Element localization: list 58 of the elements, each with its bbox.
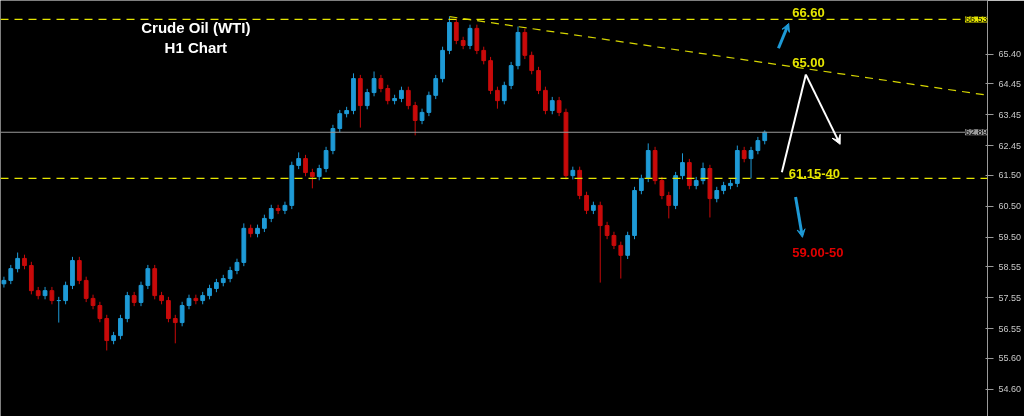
candlestick [467,24,473,50]
candlestick [275,204,281,215]
candlestick [337,109,343,133]
candlestick [405,86,411,110]
candlestick [474,24,480,55]
candlestick [453,18,459,45]
candlestick [124,291,130,323]
candlestick [618,241,624,280]
candlestick [118,314,123,340]
y-tick-label: 64.45 [998,78,1022,89]
candlestick [371,70,377,97]
annotation: 66.60 [792,5,825,21]
candlestick [529,51,535,75]
ref-line-label: 66.53 [964,14,988,25]
candlestick [536,66,541,95]
y-tick-label: 57.55 [998,292,1022,303]
y-tick-label: 56.55 [998,323,1022,334]
candlestick [433,74,439,100]
annotation: 59.00-50 [792,245,844,261]
y-tick-label: 54.60 [998,384,1022,395]
y-tick-label: 61.50 [998,170,1022,181]
candlestick [501,81,507,105]
candlestick [385,84,391,105]
ref-line-label: 62.89 [964,127,988,138]
candlestick [364,88,370,110]
candlestick [42,286,48,300]
candlestick [680,152,685,180]
y-tick-label: 62.45 [998,140,1022,151]
candlestick [597,201,603,284]
candlestick [584,191,589,215]
annotation: 61.15-40 [788,166,841,182]
candlestick [625,231,631,260]
candlestick [686,158,692,190]
y-tick-label: 60.50 [998,201,1022,212]
candlestick [303,154,308,177]
candlestick [1,276,7,289]
candlestick [309,168,315,189]
candlestick [495,86,500,110]
candlestick [63,281,68,305]
candlestick [166,296,171,323]
candlestick [666,191,672,219]
candlestick [638,174,644,195]
y-tick-label: 65.40 [998,49,1022,60]
y-tick-label: 58.55 [998,261,1022,272]
candlestick [522,28,528,60]
y-tick-label: 55.60 [998,353,1022,364]
y-tick-label: 63.45 [998,109,1022,120]
y-tick-label: 59.50 [998,232,1022,243]
candlestick [8,264,14,285]
candlestick [76,256,82,285]
candlestick [104,314,110,351]
annotation: 65.00 [792,54,825,70]
candlestick [412,101,418,136]
candlestick [172,314,178,344]
candlestick [543,86,548,115]
candlestick [282,201,288,215]
candlestick [15,252,21,273]
text: Crude Oil (WTI) H1 Chart [141,18,251,57]
